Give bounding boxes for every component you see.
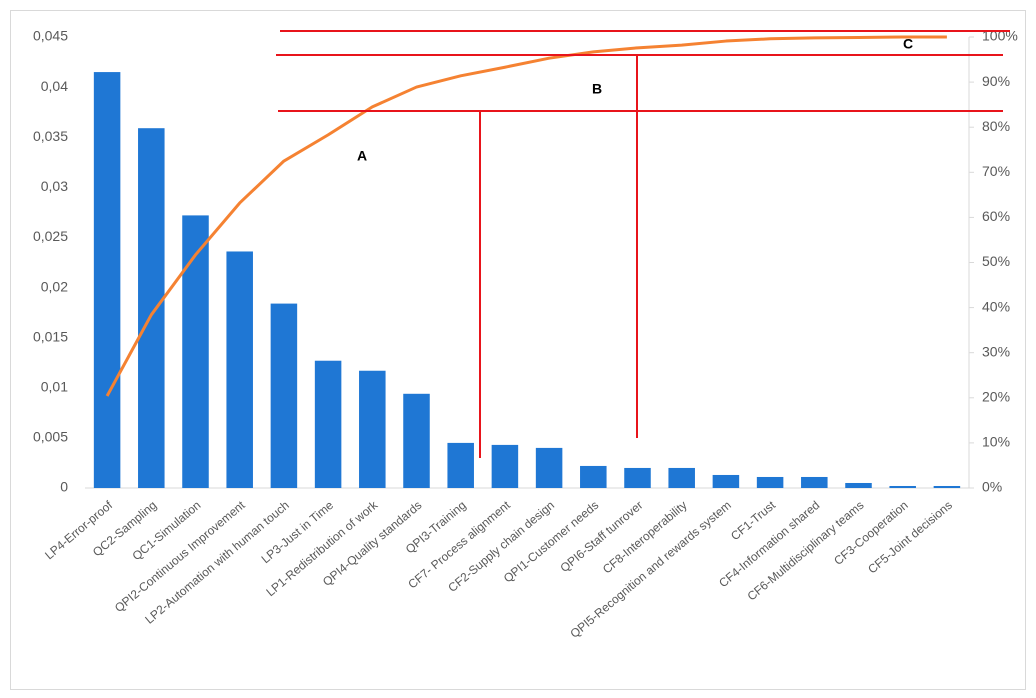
bar xyxy=(801,476,828,488)
y2-tick-label: 50% xyxy=(982,253,1010,269)
y-tick-label: 0,005 xyxy=(33,429,68,445)
y2-tick-label: 10% xyxy=(982,434,1010,450)
chart-frame xyxy=(10,10,1026,690)
y-tick-label: 0,02 xyxy=(41,278,68,294)
bar xyxy=(359,370,386,488)
y-tick-label: 0,04 xyxy=(41,78,68,94)
bar xyxy=(270,303,298,488)
bar xyxy=(314,360,342,488)
bar xyxy=(624,467,651,488)
bar xyxy=(580,465,607,488)
bar xyxy=(668,467,695,488)
bar xyxy=(138,128,165,489)
y2-tick-label: 60% xyxy=(982,208,1010,224)
bar xyxy=(182,215,209,488)
y-tick-label: 0 xyxy=(60,479,68,495)
y2-tick-label: 80% xyxy=(982,118,1010,134)
y2-tick-label: 0% xyxy=(982,479,1002,495)
bar xyxy=(226,251,253,488)
bar xyxy=(845,482,872,488)
bar xyxy=(933,485,961,488)
y-tick-label: 0,045 xyxy=(33,28,68,44)
y-tick-label: 0,01 xyxy=(41,378,68,394)
bar xyxy=(712,474,740,488)
y-tick-label: 0,015 xyxy=(33,328,68,344)
bar xyxy=(889,485,916,488)
annotation: C xyxy=(903,36,913,52)
y2-tick-label: 30% xyxy=(982,343,1010,359)
y2-tick-label: 40% xyxy=(982,298,1010,314)
y2-tick-label: 90% xyxy=(982,73,1010,89)
bar xyxy=(491,444,519,488)
y2-tick-label: 70% xyxy=(982,163,1010,179)
bar xyxy=(93,72,121,489)
y-tick-label: 0,035 xyxy=(33,128,68,144)
annotation: B xyxy=(592,81,602,97)
annotation-lines xyxy=(276,30,1010,458)
y2-tick-label: 20% xyxy=(982,389,1010,405)
y-tick-label: 0,03 xyxy=(41,178,68,194)
bar xyxy=(535,447,563,488)
pareto-line xyxy=(105,35,947,397)
bar xyxy=(756,476,784,488)
bar xyxy=(403,393,430,488)
y-tick-label: 0,025 xyxy=(33,228,68,244)
annotation: A xyxy=(357,148,367,164)
bar xyxy=(447,442,474,488)
